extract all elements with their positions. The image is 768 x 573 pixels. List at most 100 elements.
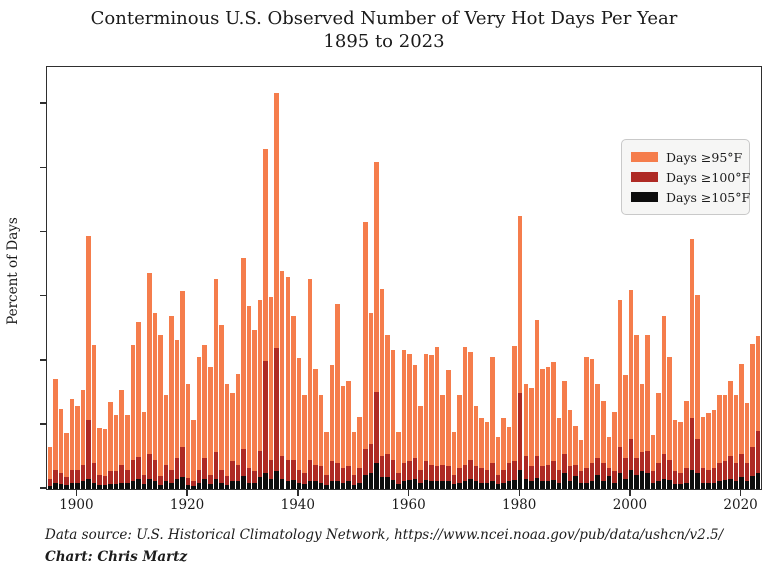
bar-segment-ge100	[390, 459, 396, 489]
bar-segment-ge100	[612, 471, 617, 489]
plot-area: Days ≥95°F Days ≥100°F Days ≥105°F	[46, 66, 762, 490]
bar-segment-ge95	[136, 322, 141, 489]
bar-segment-ge105	[324, 484, 329, 489]
bar-segment-ge95	[429, 354, 434, 489]
bar-year-1969	[457, 67, 462, 489]
bar-segment-ge105	[152, 481, 158, 489]
bar-segment-ge105	[628, 469, 634, 489]
bar-year-1907	[113, 67, 119, 489]
bar-year-1919	[180, 67, 185, 489]
bar-segment-ge95	[147, 272, 152, 489]
bar-segment-ge105	[562, 472, 567, 489]
bar-segment-ge100	[672, 471, 678, 489]
bar-year-1999	[623, 67, 628, 489]
bar-segment-ge100	[733, 462, 739, 489]
bar-segment-ge100	[661, 454, 667, 489]
chart-credit-text: Chart: Chris Martz	[45, 549, 188, 565]
bar-segment-ge95	[695, 294, 700, 489]
bar-segment-ge100	[285, 459, 291, 489]
bar-year-1940	[296, 67, 302, 489]
bar-segment-ge95	[246, 305, 252, 489]
bar-segment-ge105	[180, 477, 185, 489]
bar-segment-ge100	[307, 460, 313, 489]
bar-segment-ge100	[279, 455, 285, 489]
bar-segment-ge105	[495, 483, 501, 489]
bar-year-1989	[567, 67, 573, 489]
bar-year-1901	[80, 67, 86, 489]
bar-year-1935	[268, 67, 274, 489]
bar-segment-ge105	[252, 482, 257, 489]
bar-segment-ge105	[440, 481, 445, 489]
legend-swatch-ge100	[631, 172, 658, 182]
bar-segment-ge105	[468, 479, 473, 489]
bars-layer	[47, 67, 761, 489]
bar-segment-ge105	[158, 485, 163, 489]
bar-segment-ge95	[684, 401, 689, 489]
bar-segment-ge95	[634, 335, 639, 489]
bar-segment-ge105	[385, 477, 390, 489]
bar-segment-ge95	[534, 319, 540, 489]
x-tick-1900	[75, 489, 78, 496]
bar-segment-ge95	[224, 384, 230, 489]
bar-segment-ge100	[429, 464, 434, 489]
bar-segment-ge100	[91, 463, 97, 489]
bar-segment-ge100	[263, 360, 268, 489]
bar-segment-ge100	[440, 464, 445, 489]
bar-segment-ge105	[606, 476, 612, 489]
bar-segment-ge95	[567, 410, 573, 489]
x-tick-label-1920: 1920	[169, 497, 205, 513]
bar-year-1939	[291, 67, 296, 489]
bar-segment-ge95	[102, 429, 108, 489]
bar-segment-ge100	[324, 474, 329, 489]
bar-segment-ge100	[462, 464, 468, 489]
bar-year-2005	[656, 67, 661, 489]
bar-segment-ge105	[462, 481, 468, 489]
bar-year-1920	[185, 67, 191, 489]
bar-segment-ge105	[612, 482, 617, 489]
bar-year-1931	[246, 67, 252, 489]
bar-segment-ge95	[202, 345, 207, 489]
bar-segment-ge95	[551, 362, 556, 489]
bar-segment-ge105	[700, 482, 706, 489]
bar-segment-ge100	[185, 478, 191, 489]
bar-segment-ge105	[523, 479, 529, 489]
bar-year-1950	[351, 67, 357, 489]
x-tick-label-1900: 1900	[59, 497, 94, 513]
bar-segment-ge95	[241, 258, 246, 489]
bar-segment-ge100	[706, 469, 711, 489]
x-tick-label-2020: 2020	[723, 497, 758, 513]
bar-segment-ge95	[573, 425, 578, 489]
bar-segment-ge105	[340, 482, 346, 489]
bar-segment-ge95	[374, 161, 379, 489]
chart-subtitle: 1895 to 2023	[323, 31, 445, 52]
bar-segment-ge95	[689, 238, 695, 489]
x-tick-1980	[518, 489, 520, 496]
x-tick-label-1980: 1980	[502, 497, 537, 513]
bar-year-1908	[119, 67, 124, 489]
bar-segment-ge95	[368, 312, 374, 489]
bar-segment-ge95	[313, 369, 318, 489]
bar-year-1932	[252, 67, 257, 489]
legend-label-ge105: Days ≥105°F	[666, 189, 751, 205]
bar-segment-ge100	[58, 472, 64, 489]
y-axis-title: Percent of Days	[5, 217, 21, 325]
bar-segment-ge105	[318, 482, 324, 489]
bar-segment-ge105	[517, 469, 523, 489]
bar-segment-ge105	[97, 485, 102, 489]
bar-year-1985	[545, 67, 551, 489]
bar-year-1925	[213, 67, 219, 489]
bar-segment-ge100	[302, 472, 307, 489]
bar-segment-ge95	[645, 335, 650, 489]
bar-segment-ge105	[268, 479, 274, 489]
bar-segment-ge95	[501, 418, 506, 489]
bar-year-1941	[302, 67, 307, 489]
bar-year-2011	[689, 67, 695, 489]
bar-segment-ge95	[346, 380, 351, 489]
bar-segment-ge105	[639, 471, 645, 489]
bar-segment-ge105	[346, 481, 351, 489]
bar-segment-ge100	[589, 462, 595, 489]
bar-year-1909	[125, 67, 130, 489]
bar-segment-ge95	[213, 278, 219, 489]
bar-segment-ge95	[412, 364, 418, 489]
